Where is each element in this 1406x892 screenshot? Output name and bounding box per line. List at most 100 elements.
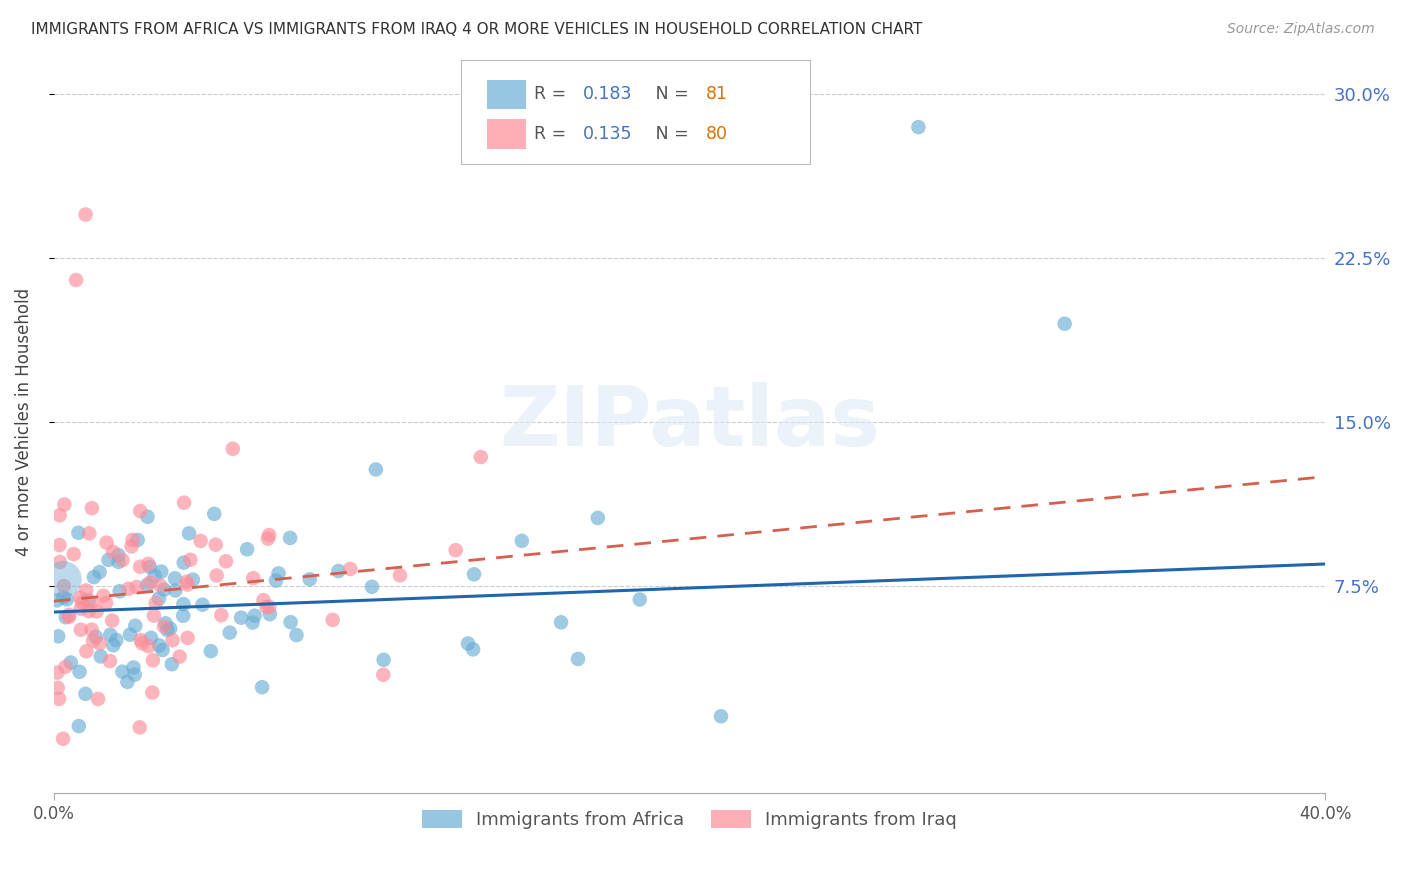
Point (162, 633, 184, 648)
Point (67, 525, 90, 540)
Point (96, 535, 118, 549)
Point (152, 643, 174, 657)
Point (463, 567, 485, 582)
Point (129, 504, 152, 518)
Point (149, 578, 172, 592)
Point (58, 607, 80, 622)
Point (278, 531, 301, 545)
Point (155, 616, 177, 631)
Point (121, 540, 143, 554)
Point (267, 566, 290, 581)
Point (222, 442, 245, 456)
Point (148, 639, 170, 653)
Point (250, 680, 273, 694)
Point (97, 553, 120, 567)
Point (229, 610, 252, 624)
Point (176, 631, 198, 645)
Point (90, 649, 112, 664)
Point (77, 604, 100, 618)
Point (328, 564, 350, 578)
Point (75, 207, 97, 221)
Point (236, 542, 259, 557)
Text: R =: R = (534, 125, 572, 143)
Point (190, 533, 212, 548)
Point (202, 507, 225, 521)
Point (89, 565, 111, 579)
Point (80, 501, 103, 516)
Point (176, 577, 198, 591)
Point (169, 649, 191, 664)
Point (243, 608, 266, 623)
Point (59, 656, 82, 670)
Point (129, 633, 152, 648)
Point (139, 631, 162, 645)
Point (209, 608, 232, 623)
Point (510, 533, 533, 548)
Point (257, 532, 280, 546)
Point (148, 591, 170, 606)
Text: IMMIGRANTS FROM AFRICA VS IMMIGRANTS FROM IRAQ 4 OR MORE VEHICLES IN HOUSEHOLD C: IMMIGRANTS FROM AFRICA VS IMMIGRANTS FRO… (31, 22, 922, 37)
Point (172, 597, 194, 611)
Point (75, 583, 97, 598)
Point (153, 619, 176, 633)
Point (215, 554, 238, 568)
Point (257, 528, 280, 542)
Point (259, 599, 281, 614)
Point (56, 592, 79, 607)
Point (173, 556, 195, 570)
Point (457, 636, 479, 650)
Point (138, 640, 160, 654)
Point (52, 591, 75, 605)
Point (127, 533, 149, 547)
Point (242, 571, 264, 585)
Point (107, 548, 129, 562)
Text: 80: 80 (706, 125, 728, 143)
Point (86, 604, 108, 618)
Point (69, 665, 91, 679)
Point (252, 593, 274, 607)
Point (105, 633, 128, 648)
Point (69, 601, 91, 615)
Point (48, 691, 70, 706)
Point (145, 596, 167, 610)
FancyBboxPatch shape (488, 119, 526, 149)
Point (89, 636, 111, 650)
Point (52, 572, 75, 586)
Point (141, 685, 163, 699)
Point (46, 593, 69, 607)
Point (136, 509, 159, 524)
Point (143, 568, 166, 582)
Point (111, 665, 134, 679)
Point (628, 592, 651, 607)
Point (136, 578, 159, 592)
Point (94, 596, 117, 610)
Point (75, 644, 97, 658)
Point (77, 593, 100, 607)
Point (204, 538, 226, 552)
Point (122, 660, 145, 674)
FancyBboxPatch shape (461, 61, 810, 164)
Point (46, 681, 69, 695)
Point (907, 120, 929, 135)
Point (218, 625, 240, 640)
Point (75, 687, 97, 701)
Point (62, 547, 84, 561)
Point (98, 628, 121, 642)
Point (83, 570, 105, 584)
Point (567, 652, 589, 666)
Point (361, 580, 384, 594)
Point (107, 555, 129, 569)
Point (205, 568, 228, 582)
Y-axis label: 4 or more Vehicles in Household: 4 or more Vehicles in Household (15, 288, 32, 556)
Point (156, 623, 179, 637)
Point (128, 720, 150, 734)
Point (101, 545, 124, 559)
Point (80, 596, 103, 610)
Point (373, 667, 395, 681)
Point (470, 450, 492, 464)
Point (285, 628, 308, 642)
Point (93, 589, 115, 603)
Point (176, 574, 198, 589)
Point (58, 610, 80, 624)
Point (84, 630, 107, 644)
